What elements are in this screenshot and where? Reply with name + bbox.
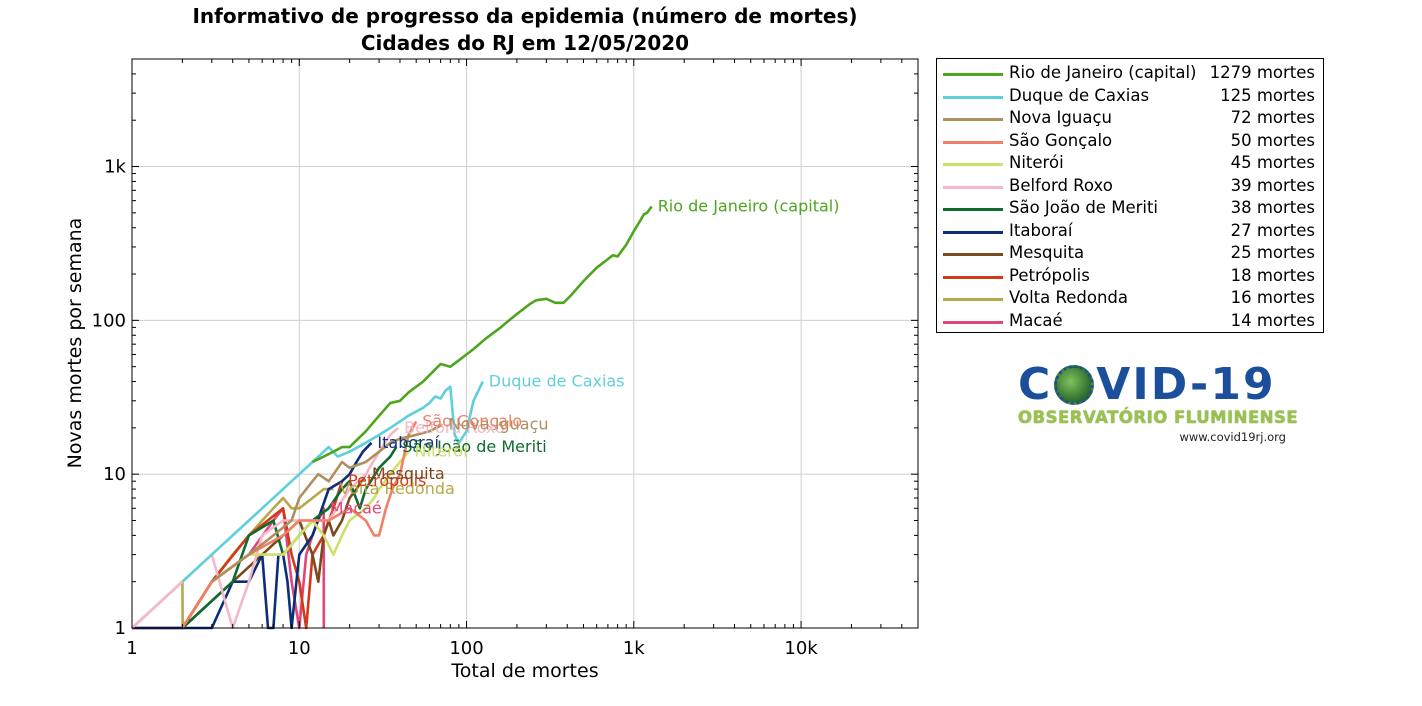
series-annotation-macae: Macaé xyxy=(330,498,382,517)
legend-death-count: 125 mortes xyxy=(1220,85,1315,105)
x-axis-label: Total de mortes xyxy=(450,660,598,682)
legend-entry: São Gonçalo 50 mortes xyxy=(937,131,1323,153)
logo-title-left: C xyxy=(1018,359,1053,410)
legend-entry: Petrópolis 18 mortes xyxy=(937,266,1323,288)
series-annotation-petropolis: Petrópolis xyxy=(348,471,426,490)
series-annotation-niteroi: Niterói xyxy=(415,442,468,461)
series-line-duque-de-caxias xyxy=(181,381,484,583)
x-tick-label: 10k xyxy=(784,638,818,659)
series-annotation-duque-de-caxias: Duque de Caxias xyxy=(489,372,625,391)
legend-death-count: 14 mortes xyxy=(1230,310,1315,330)
legend-series-name: São João de Meriti xyxy=(1009,198,1159,217)
legend-series-name: São Gonçalo xyxy=(1009,130,1113,150)
legend-death-count: 38 mortes xyxy=(1230,198,1315,217)
legend-entry: Duque de Caxias 125 mortes xyxy=(937,86,1323,108)
y-tick-label: 1k xyxy=(104,157,126,178)
axis-ticks: 1 10 100 1k 10k 1 10 100 1k xyxy=(92,58,919,659)
logo-title: C VID-19 xyxy=(1018,362,1276,408)
legend-death-count: 50 mortes xyxy=(1230,130,1315,150)
legend-swatch xyxy=(943,95,1003,99)
series-line-petropolis xyxy=(132,480,344,630)
chart-title-line-2: Cidades do RJ em 12/05/2020 xyxy=(361,31,689,55)
series-annotation-volta-redonda: Volta Redonda xyxy=(339,479,454,498)
grid xyxy=(132,59,918,628)
legend-series-name: Itaboraí xyxy=(1009,220,1073,240)
legend-death-count: 39 mortes xyxy=(1230,175,1315,195)
plot-frame xyxy=(131,58,919,629)
legend-series-name: Belford Roxo xyxy=(1009,175,1113,195)
x-tick-label: 10 xyxy=(288,638,311,659)
legend-death-count: 18 mortes xyxy=(1230,265,1315,285)
legend-swatch xyxy=(943,140,1003,144)
legend-entry: Rio de Janeiro (capital) 1279 mortes xyxy=(937,63,1323,85)
legend-series-name: Petrópolis xyxy=(1009,265,1090,285)
series-line-itaborai xyxy=(132,441,373,630)
legend-death-count: 72 mortes xyxy=(1230,108,1315,127)
y-axis-label: Novas mortes por semana xyxy=(64,218,86,469)
legend-swatch xyxy=(943,298,1003,301)
legend-series-name: Nova Iguaçu xyxy=(1009,108,1112,127)
series-line-nova-iguacu xyxy=(211,423,444,583)
y-tick-label: 100 xyxy=(92,310,126,331)
logo-title-right: VID-19 xyxy=(1096,359,1276,410)
virus-icon xyxy=(1054,365,1095,405)
series-line-rio-de-janeiro-capital xyxy=(311,205,653,464)
legend-series-name: Duque de Caxias xyxy=(1009,85,1150,105)
legend-series-name: Rio de Janeiro (capital) xyxy=(1009,63,1197,82)
legend-entry: Belford Roxo 39 mortes xyxy=(937,176,1323,198)
legend-swatch xyxy=(943,73,1003,76)
legend-entry: Mesquita 25 mortes xyxy=(937,243,1323,265)
legend-swatch xyxy=(943,163,1003,166)
legend-entry: Niterói 45 mortes xyxy=(937,153,1323,175)
covid19-observatorio-logo: C VID-19 OBSERVATÓRIO FLUMINENSE www.covi… xyxy=(1018,362,1298,452)
legend-death-count: 16 mortes xyxy=(1230,288,1315,307)
logo-subtitle: OBSERVATÓRIO FLUMINENSE xyxy=(1018,408,1299,427)
series-lines xyxy=(131,205,653,630)
series-line-niteroi xyxy=(211,450,410,583)
legend-death-count: 27 mortes xyxy=(1230,220,1315,240)
legend-series-name: Niterói xyxy=(1009,153,1064,172)
legend-series-name: Mesquita xyxy=(1009,243,1085,262)
y-tick-label: 10 xyxy=(103,464,126,485)
legend-swatch xyxy=(943,253,1003,256)
series-line-sao-joao-de-meriti xyxy=(181,446,398,629)
legend-swatch xyxy=(943,275,1003,279)
x-tick-label: 1 xyxy=(126,638,137,659)
series-annotation-sao-joao-de-meriti: São João de Meriti xyxy=(402,437,546,456)
legend-swatch xyxy=(943,320,1003,324)
legend-entry: Macaé 14 mortes xyxy=(937,311,1323,333)
legend-death-count: 1279 mortes xyxy=(1209,63,1315,82)
x-tick-label: 100 xyxy=(449,638,483,659)
legend-death-count: 45 mortes xyxy=(1230,153,1315,172)
legend-swatch xyxy=(943,230,1003,234)
legend-entry: Itaboraí 27 mortes xyxy=(937,221,1323,243)
series-annotation-itaborai: Itaboraí xyxy=(377,433,439,452)
series-line-sao-goncalo xyxy=(181,420,418,629)
series-annotation-sao-goncalo: São Gonçalo xyxy=(422,411,522,430)
series-line-mesquita xyxy=(181,473,367,629)
legend-swatch xyxy=(943,185,1003,189)
legend-death-count: 25 mortes xyxy=(1230,243,1315,262)
series-annotation-belford-roxo: Belford Roxo xyxy=(404,418,505,437)
legend-swatch xyxy=(943,118,1003,121)
legend-entry: Volta Redonda 16 mortes xyxy=(937,288,1323,310)
series-annotation-mesquita: Mesquita xyxy=(372,464,445,483)
series-annotation-nova-iguacu: Nova Iguaçu xyxy=(449,415,549,434)
x-tick-label: 1k xyxy=(623,638,645,659)
legend-entry: São João de Meriti 38 mortes xyxy=(937,198,1323,220)
chart-title-line-1: Informativo de progresso da epidemia (nú… xyxy=(192,4,857,28)
logo-url: www.covid19rj.org xyxy=(1179,430,1286,444)
series-annotation-rio-de-janeiro-capital: Rio de Janeiro (capital) xyxy=(658,196,840,215)
legend-series-name: Volta Redonda xyxy=(1009,288,1128,307)
legend-entry: Nova Iguaçu 72 mortes xyxy=(937,108,1323,130)
y-tick-label: 1 xyxy=(115,618,126,639)
legend-series-name: Macaé xyxy=(1009,310,1063,330)
legend: Rio de Janeiro (capital) 1279 mortes Duque… xyxy=(936,58,1324,333)
legend-swatch xyxy=(943,208,1003,211)
